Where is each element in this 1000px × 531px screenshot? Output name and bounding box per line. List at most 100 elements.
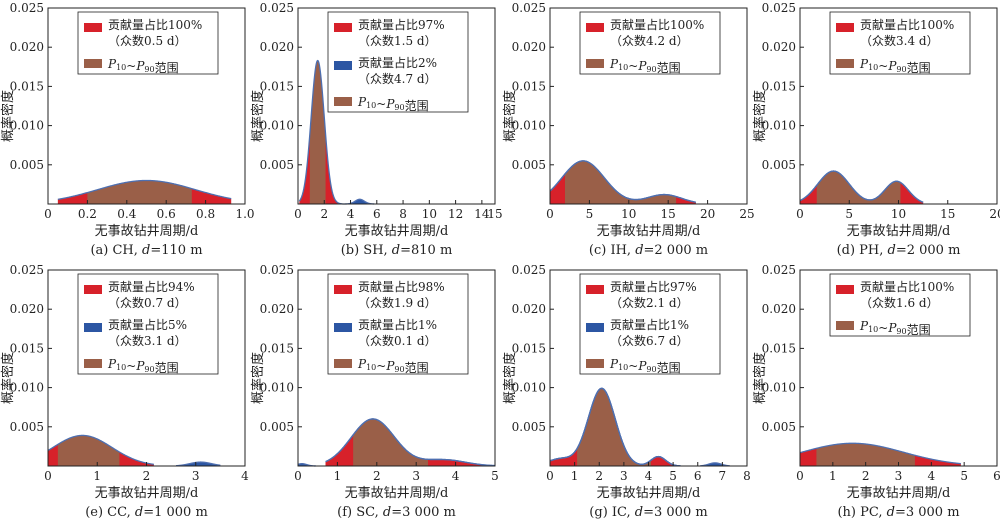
legend-label-part: P — [637, 59, 647, 73]
y-tick-label: 0.020 — [260, 40, 294, 54]
legend-label: P10~P90范围 — [107, 57, 179, 75]
legend-swatch — [84, 285, 102, 294]
x-tick-label: 3 — [192, 469, 200, 483]
p10-p90-band — [577, 388, 651, 466]
density-curve-1 — [799, 170, 924, 203]
legend-label: P10~P90范围 — [609, 357, 681, 375]
legend-swatch — [586, 323, 604, 332]
legend-label-part: 范围 — [405, 361, 429, 375]
x-tick-label: 4 — [645, 469, 653, 483]
legend-label-part: ~ — [126, 59, 136, 73]
panel-f: 0 1 2 3 4 5 0.005 0.010 0.015 0.020 0.025 无事故钻井周期/d… — [250, 263, 499, 520]
legend-swatch — [84, 59, 102, 68]
panel-c: 0 5 10 15 20 25 0.005 0.010 0.015 0.020 0.025 无事故钻井… — [502, 1, 755, 258]
density-curve-1 — [325, 418, 496, 467]
x-tick-label: 0.6 — [157, 207, 176, 221]
legend-label-part: P — [609, 57, 619, 71]
density-curve-1 — [176, 461, 221, 467]
x-tick-label: 2 — [320, 207, 328, 221]
legend-label: （众数1.5 d） — [358, 33, 437, 48]
p10-p90-band — [87, 180, 192, 204]
axes-frame — [549, 7, 748, 205]
x-tick-label: 14 — [474, 207, 490, 221]
x-tick-label: 0 — [796, 469, 804, 483]
y-tick-label: 0.025 — [762, 263, 796, 277]
legend-label-part: 范围 — [405, 99, 429, 113]
legend-label-part: 90 — [144, 65, 154, 74]
caption-part: (b) SH, — [341, 243, 392, 258]
panel-caption: (h) PC, d=3 000 m — [837, 505, 959, 520]
caption-part: (f) SC, — [337, 505, 383, 520]
legend-label: （众数1.9 d） — [358, 295, 437, 310]
x-tick-label: 3 — [895, 469, 903, 483]
legend-label-part: 10 — [116, 63, 126, 72]
caption-part: d — [635, 505, 643, 520]
caption-part: d — [135, 505, 143, 520]
x-axis-label: 无事故钻井周期/d — [597, 486, 701, 501]
legend-label-part: P — [107, 357, 117, 371]
legend-label-part: ~ — [376, 97, 386, 111]
density-curve-0 — [47, 434, 154, 465]
panel-a: 0 0.2 0.4 0.6 0.8 1.0 0.005 0.010 0.015 0.020 0.02… — [0, 1, 255, 258]
panel-caption: (c) IH, d=2 000 m — [589, 243, 708, 258]
legend-swatch — [836, 59, 854, 68]
legend-label: 贡献量占比98% — [358, 279, 445, 294]
legend-label-part: P — [385, 97, 395, 111]
caption-part: =1 000 m — [143, 505, 208, 520]
legend-label: （众数6.7 d） — [610, 333, 689, 348]
x-tick-label: 0 — [294, 207, 302, 221]
x-tick-label: 1 — [93, 469, 101, 483]
legend-swatch — [586, 285, 604, 294]
legend-swatch — [836, 23, 854, 32]
x-tick-label: 5 — [845, 207, 853, 221]
caption-part: d — [888, 243, 896, 258]
y-tick-label: 0.005 — [260, 158, 294, 172]
y-axis-label: 概率密度 — [0, 90, 16, 142]
axes-frame — [47, 7, 246, 205]
density-curve-1 — [549, 160, 696, 203]
legend-label: 贡献量占比97% — [358, 17, 445, 32]
x-axis-label: 无事故钻井周期/d — [345, 486, 449, 501]
x-axis-label: 无事故钻井周期/d — [597, 224, 701, 239]
legend-label: （众数4.2 d） — [610, 33, 689, 48]
legend-label-part: P — [357, 357, 367, 371]
legend-label: P10~P90范围 — [859, 319, 931, 337]
legend-swatch — [334, 61, 352, 70]
legend-label-part: 范围 — [657, 61, 681, 75]
legend-label-part: P — [357, 95, 367, 109]
legend-label-part: ~ — [878, 59, 888, 73]
y-tick-label: 0.010 — [10, 381, 44, 395]
legend-label: P10~P90范围 — [357, 357, 429, 375]
y-tick-label: 0.015 — [10, 341, 44, 355]
y-tick-label: 0.005 — [260, 420, 294, 434]
y-tick-label: 0.025 — [260, 263, 294, 277]
x-tick-label: 3 — [620, 469, 628, 483]
y-tick-label: 0.020 — [260, 302, 294, 316]
legend-label-part: 90 — [144, 365, 154, 374]
legend-label-part: 10 — [618, 363, 628, 372]
x-tick-label: 10 — [621, 207, 636, 221]
caption-part: d — [887, 505, 895, 520]
y-tick-label: 0.025 — [260, 1, 294, 15]
legend-label: 贡献量占比2% — [358, 55, 437, 70]
y-tick-label: 0.015 — [512, 79, 546, 93]
x-tick-label: 20 — [700, 207, 715, 221]
legend-label-part: ~ — [126, 359, 136, 373]
legend-label-part: P — [887, 59, 897, 73]
x-tick-label: 0 — [294, 469, 302, 483]
legend-label: 贡献量占比94% — [108, 279, 195, 294]
axes-frame — [297, 269, 496, 467]
x-tick-label: 8 — [399, 207, 407, 221]
y-tick-label: 0.020 — [10, 302, 44, 316]
y-tick-label: 0.025 — [512, 1, 546, 15]
x-axis-label: 无事故钻井周期/d — [847, 224, 951, 239]
y-tick-label: 0.005 — [10, 158, 44, 172]
x-tick-label: 4 — [928, 469, 936, 483]
legend-label-part: 10 — [366, 101, 376, 110]
y-tick-label: 0.025 — [512, 263, 546, 277]
legend-label-part: P — [637, 359, 647, 373]
legend-swatch — [836, 285, 854, 294]
x-axis-label: 无事故钻井周期/d — [95, 224, 199, 239]
y-tick-label: 0.015 — [260, 79, 294, 93]
panel-caption: (g) IC, d=3 000 m — [589, 505, 707, 520]
